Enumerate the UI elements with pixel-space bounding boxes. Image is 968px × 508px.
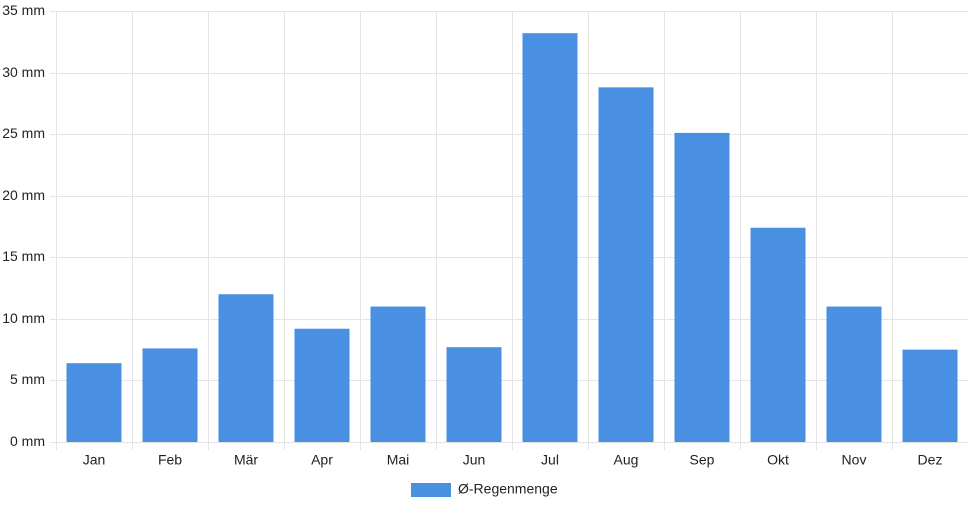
y-tick-label: 5 mm [10, 371, 45, 387]
bar [902, 349, 958, 442]
bar [370, 306, 426, 442]
x-tick-label: Dez [918, 452, 943, 468]
bar [218, 294, 274, 442]
bar [674, 132, 730, 442]
x-tick-label: Sep [690, 452, 715, 468]
x-tick-label: Okt [767, 452, 789, 468]
bar [446, 347, 502, 442]
x-tick-label: Jun [463, 452, 486, 468]
x-tick-label: Nov [842, 452, 867, 468]
y-tick-label: 15 mm [2, 248, 45, 264]
x-tick-label: Mai [387, 452, 410, 468]
y-tick-label: 10 mm [2, 310, 45, 326]
legend-label: Ø-Regenmenge [458, 481, 558, 497]
bar [826, 306, 882, 442]
y-tick-label: 25 mm [2, 125, 45, 141]
x-tick-label: Feb [158, 452, 182, 468]
bar [142, 348, 198, 442]
bar [294, 328, 350, 442]
x-tick-label: Mär [234, 452, 258, 468]
y-tick-label: 20 mm [2, 187, 45, 203]
x-tick-label: Jan [83, 452, 106, 468]
bar [750, 227, 806, 442]
x-tick-label: Apr [311, 452, 333, 468]
bar [522, 33, 578, 443]
y-tick-label: 35 mm [2, 2, 45, 18]
bar [66, 363, 122, 442]
bar [598, 87, 654, 442]
x-tick-label: Jul [541, 452, 559, 468]
x-tick-label: Aug [614, 452, 639, 468]
legend-swatch [411, 483, 451, 497]
y-tick-label: 0 mm [10, 433, 45, 449]
y-tick-label: 30 mm [2, 64, 45, 80]
